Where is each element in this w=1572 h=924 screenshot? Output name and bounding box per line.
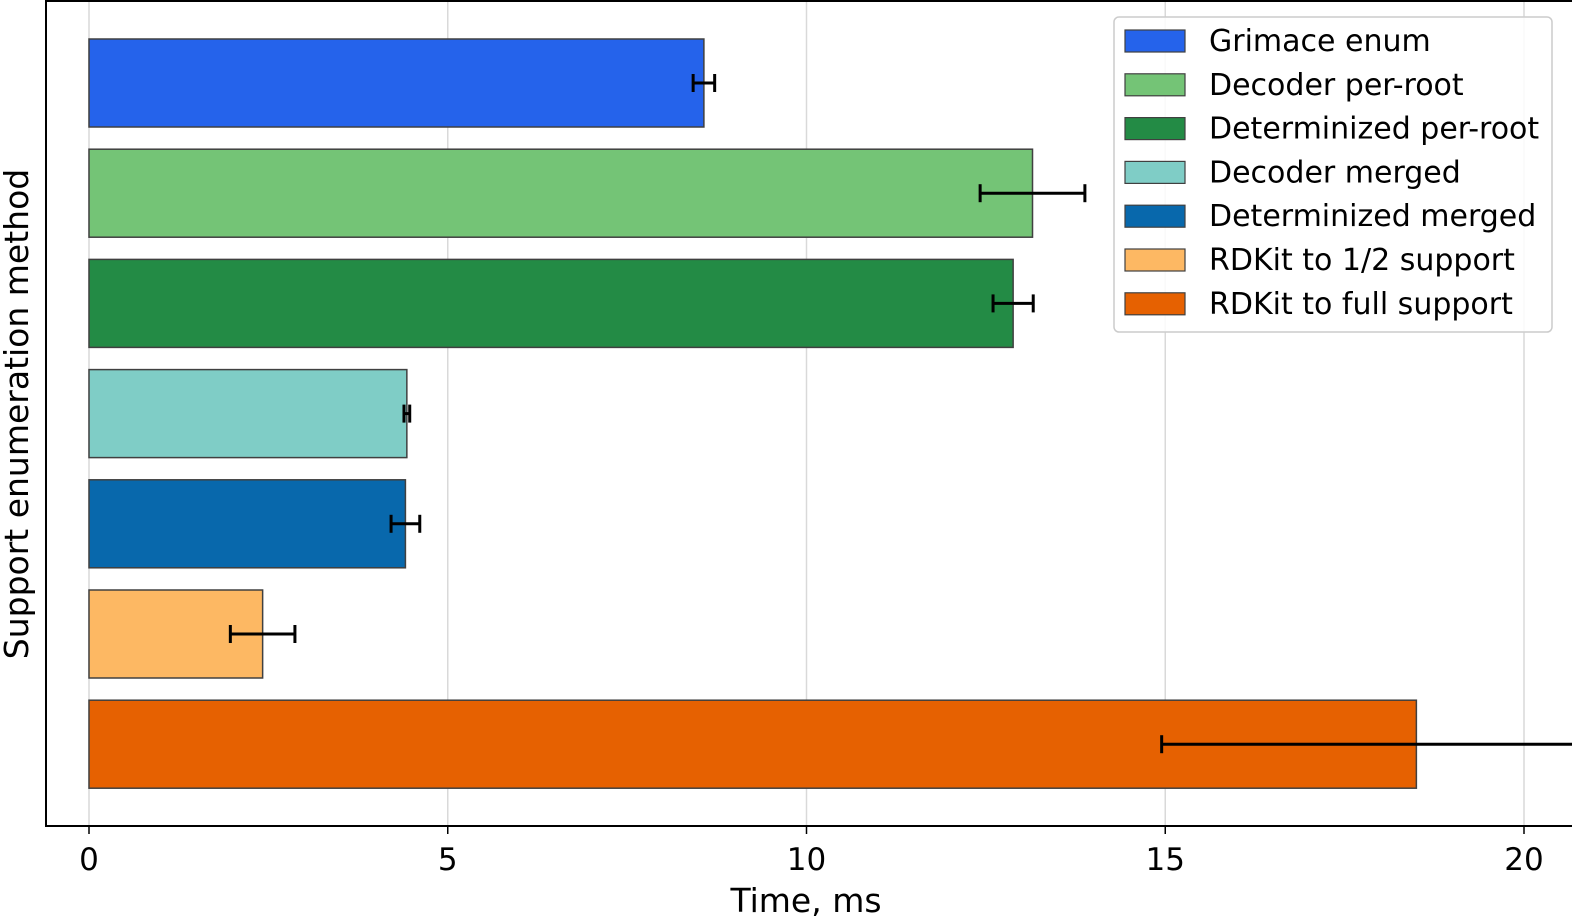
error-bar-0: [691, 74, 717, 92]
x-tick-label-3: 15: [1146, 842, 1185, 878]
error-bar-6: [1160, 735, 1572, 754]
error-bar-2: [991, 294, 1035, 313]
legend-swatch-3: [1124, 160, 1186, 184]
legend-swatch-5: [1124, 248, 1186, 272]
legend-swatch-4: [1124, 204, 1186, 228]
error-bar-4: [389, 514, 422, 533]
error-bars: [228, 74, 1572, 754]
legend-label-2: Determinized per-root: [1209, 112, 1539, 147]
x-tick-label-4: 20: [1504, 842, 1543, 878]
legend-swatch-2: [1124, 116, 1186, 141]
x-axis-label: Time, ms: [729, 881, 881, 920]
bar-1: [88, 148, 1034, 238]
legend-label-0: Grimace enum: [1209, 24, 1431, 59]
legend-label-3: Decoder merged: [1209, 155, 1461, 190]
legend-label-4: Determinized merged: [1209, 199, 1536, 234]
bar-3: [88, 368, 408, 459]
legend-label-6: RDKit to full support: [1209, 287, 1513, 322]
legend: Grimace enum Decoder per-root Determinized…: [1113, 16, 1553, 333]
plot-frame: [45, 0, 1572, 827]
error-bar-1: [978, 184, 1087, 203]
legend-swatch-0: [1124, 29, 1186, 53]
x-axis-ticks: 0 5 10 15 20: [79, 826, 1544, 878]
legend-label-5: RDKit to 1/2 support: [1209, 243, 1515, 278]
x-tick-label-2: 10: [787, 842, 826, 878]
x-tick-label-1: 5: [438, 842, 458, 878]
x-tick-label-0: 0: [79, 842, 99, 878]
legend-label-1: Decoder per-root: [1209, 68, 1464, 103]
legend-swatch-1: [1124, 73, 1186, 97]
legend-swatch-6: [1124, 292, 1186, 316]
legend-box: [1113, 16, 1553, 333]
bar-0: [88, 38, 705, 128]
error-bar-5: [228, 625, 297, 643]
bar-4: [88, 479, 407, 569]
y-axis-label: Support enumeration method: [0, 169, 36, 659]
bar-2: [88, 258, 1014, 349]
error-bar-3: [402, 404, 412, 423]
